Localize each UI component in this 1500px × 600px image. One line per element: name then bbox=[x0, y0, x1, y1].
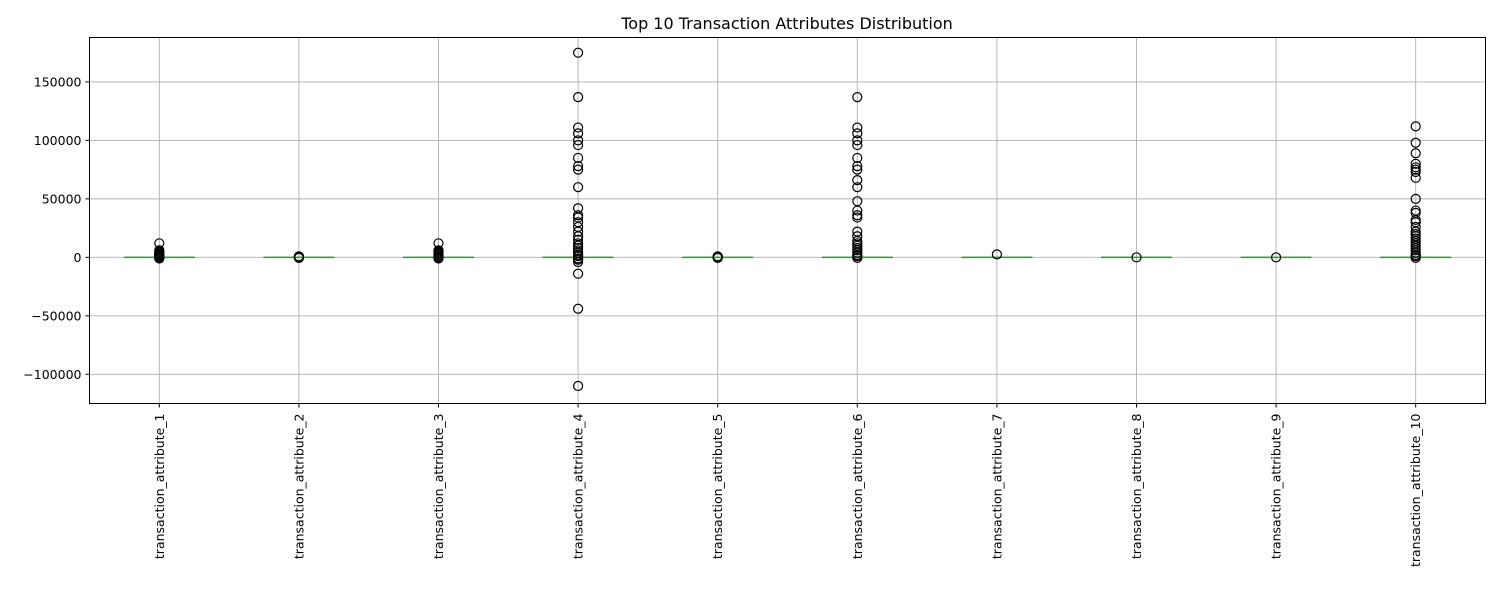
outlier-point bbox=[572, 182, 584, 193]
outlier-point bbox=[572, 256, 584, 268]
outlier-point bbox=[852, 205, 863, 216]
outlier-point bbox=[852, 135, 863, 146]
outlier-point bbox=[572, 226, 584, 237]
grid-layer bbox=[89, 37, 1486, 404]
outlier-point bbox=[991, 249, 1003, 260]
outlier-point bbox=[852, 152, 863, 164]
outlier-point bbox=[1410, 252, 1421, 264]
outlier-point bbox=[852, 212, 863, 223]
outlier-point bbox=[852, 92, 863, 103]
outlier-point bbox=[154, 253, 165, 264]
plot-frame bbox=[89, 37, 1486, 404]
y-tick-label: 150000 bbox=[34, 74, 82, 89]
outlier-point bbox=[1410, 148, 1421, 159]
x-tick-label: transaction_attribute_4 bbox=[571, 413, 586, 559]
outlier-point bbox=[572, 152, 584, 164]
outlier-layer bbox=[154, 47, 1421, 392]
chart-title: Top 10 Transaction Attributes Distributi… bbox=[620, 14, 953, 33]
outlier-point bbox=[852, 128, 863, 139]
outlier-point bbox=[1131, 252, 1142, 263]
x-tick-label: transaction_attribute_5 bbox=[710, 414, 725, 560]
y-tick-label: 50000 bbox=[42, 191, 82, 206]
y-tick-label: 0 bbox=[74, 250, 82, 265]
outlier-point bbox=[852, 182, 863, 193]
outlier-point bbox=[1410, 193, 1421, 204]
x-tick-label: transaction_attribute_10 bbox=[1408, 413, 1423, 567]
outlier-point bbox=[572, 268, 584, 279]
outlier-point bbox=[572, 164, 584, 175]
outlier-point bbox=[1410, 158, 1421, 169]
outlier-point bbox=[852, 164, 863, 175]
x-tick-label: transaction_attribute_9 bbox=[1269, 413, 1284, 559]
outlier-point bbox=[1410, 166, 1421, 178]
outlier-point bbox=[852, 252, 863, 264]
outlier-point bbox=[433, 253, 444, 264]
outlier-point bbox=[852, 139, 863, 151]
y-tick-label: −100000 bbox=[23, 367, 81, 382]
x-tick-label: transaction_attribute_7 bbox=[989, 414, 1004, 560]
x-tick-label: transaction_attribute_3 bbox=[431, 414, 446, 560]
outlier-point bbox=[572, 303, 584, 314]
outlier-point bbox=[572, 139, 584, 151]
outlier-point bbox=[1410, 121, 1421, 132]
outlier-point bbox=[1270, 252, 1282, 263]
outlier-point bbox=[712, 252, 723, 264]
y-tick-label: −50000 bbox=[31, 308, 81, 323]
outlier-point bbox=[572, 380, 584, 392]
outlier-point bbox=[852, 122, 863, 133]
outlier-point bbox=[1410, 137, 1421, 148]
outlier-point bbox=[572, 234, 584, 245]
outlier-point bbox=[572, 47, 584, 58]
outlier-point bbox=[293, 252, 304, 264]
outlier-point bbox=[1410, 172, 1421, 183]
x-tick-label: transaction_attribute_8 bbox=[1129, 413, 1144, 559]
outlier-point bbox=[572, 128, 584, 139]
outlier-point bbox=[572, 92, 584, 103]
outlier-point bbox=[572, 122, 584, 133]
outlier-point bbox=[572, 135, 584, 146]
outlier-point bbox=[852, 161, 863, 172]
x-tick-label: transaction_attribute_1 bbox=[152, 414, 167, 560]
outlier-point bbox=[572, 161, 584, 172]
x-tick-label: transaction_attribute_6 bbox=[850, 413, 865, 559]
x-tick-label: transaction_attribute_2 bbox=[291, 414, 306, 560]
outlier-point bbox=[852, 175, 863, 186]
tick-layer: −100000 −50000 0 50000 100000 150000 transacti… bbox=[23, 74, 1423, 567]
y-tick-label: 100000 bbox=[34, 133, 82, 148]
